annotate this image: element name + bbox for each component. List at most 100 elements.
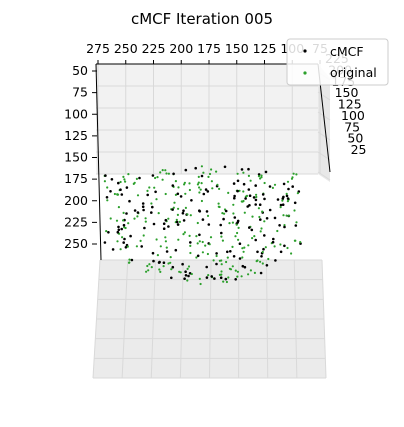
point-cmcf xyxy=(138,176,141,180)
point-cmcf xyxy=(182,219,186,222)
point-original xyxy=(255,193,258,196)
point-cmcf xyxy=(179,195,183,198)
point-original xyxy=(148,263,151,266)
point-original xyxy=(221,239,224,242)
point-original xyxy=(139,239,142,242)
point-cmcf xyxy=(150,211,153,214)
point-original xyxy=(261,250,264,254)
point-original xyxy=(215,254,218,258)
point-cmcf xyxy=(271,240,275,244)
point-cmcf xyxy=(224,277,228,281)
point-cmcf xyxy=(104,174,107,177)
point-cmcf xyxy=(236,189,239,193)
point-cmcf xyxy=(274,259,277,262)
point-original xyxy=(292,172,295,175)
point-cmcf xyxy=(215,262,218,266)
point-cmcf xyxy=(278,224,281,227)
point-cmcf xyxy=(181,262,184,266)
point-cmcf xyxy=(171,184,175,187)
point-cmcf xyxy=(236,179,240,183)
point-original xyxy=(210,180,213,183)
point-original xyxy=(253,271,256,274)
point-cmcf xyxy=(272,237,275,241)
point-original xyxy=(211,187,214,190)
point-original xyxy=(286,200,289,203)
point-cmcf xyxy=(136,211,140,214)
point-original xyxy=(294,239,297,242)
point-original xyxy=(126,245,129,248)
point-original xyxy=(155,198,158,201)
point-original xyxy=(251,237,254,240)
point-original xyxy=(242,190,245,193)
point-original xyxy=(222,280,225,283)
point-original xyxy=(238,189,241,192)
point-cmcf xyxy=(128,199,131,203)
point-cmcf xyxy=(263,197,266,201)
point-original xyxy=(237,238,240,241)
point-cmcf xyxy=(232,182,236,185)
point-original xyxy=(206,214,210,217)
point-cmcf xyxy=(241,264,245,268)
point-original xyxy=(236,270,239,273)
point-cmcf xyxy=(162,222,166,225)
point-original xyxy=(162,265,165,268)
point-cmcf xyxy=(254,238,257,242)
y-tick-label: 100 xyxy=(64,106,88,121)
point-original xyxy=(216,183,219,186)
point-original xyxy=(198,186,201,189)
point-original xyxy=(234,269,237,272)
point-cmcf xyxy=(222,217,225,221)
point-original xyxy=(177,238,180,241)
point-cmcf xyxy=(238,242,242,245)
point-cmcf xyxy=(261,193,265,196)
point-original xyxy=(116,240,119,243)
grid-line-side xyxy=(317,131,331,141)
point-original xyxy=(287,214,291,217)
point-cmcf xyxy=(184,274,188,277)
point-original xyxy=(184,206,187,209)
point-original xyxy=(188,182,191,185)
point-original xyxy=(223,212,226,215)
point-original xyxy=(286,180,290,183)
point-original xyxy=(251,215,254,218)
point-original xyxy=(242,171,245,174)
point-original xyxy=(154,176,157,180)
point-original xyxy=(220,263,223,266)
point-cmcf xyxy=(283,225,286,229)
z-tick-label: 125 xyxy=(338,97,362,112)
point-original xyxy=(189,251,192,255)
point-original xyxy=(122,211,125,214)
point-original xyxy=(247,244,250,247)
point-original xyxy=(225,280,228,284)
point-cmcf xyxy=(254,184,257,187)
point-original xyxy=(169,261,172,264)
point-cmcf xyxy=(206,190,210,193)
point-original xyxy=(199,188,202,191)
point-original xyxy=(196,221,199,225)
point-original xyxy=(153,186,156,189)
point-original xyxy=(228,222,231,225)
point-original xyxy=(286,246,289,250)
point-original xyxy=(105,230,108,233)
point-cmcf xyxy=(213,277,216,280)
y-tick-label: 175 xyxy=(64,171,88,186)
point-original xyxy=(196,183,199,186)
point-cmcf xyxy=(233,196,236,200)
point-original xyxy=(128,258,131,261)
point-original xyxy=(201,240,204,244)
point-cmcf xyxy=(187,274,190,278)
legend-label-cmcf: cMCF xyxy=(330,44,364,59)
point-original xyxy=(227,191,230,194)
point-original xyxy=(179,271,182,274)
point-original xyxy=(207,274,210,277)
legend-marker-cmcf xyxy=(303,49,307,53)
point-original xyxy=(261,210,264,213)
point-original xyxy=(161,178,164,181)
point-original xyxy=(206,252,209,256)
point-cmcf xyxy=(205,276,209,279)
point-cmcf xyxy=(176,223,180,226)
x-tick-label: 150 xyxy=(225,41,249,56)
point-original xyxy=(121,236,124,239)
point-cmcf xyxy=(122,241,125,244)
point-original xyxy=(188,188,191,192)
